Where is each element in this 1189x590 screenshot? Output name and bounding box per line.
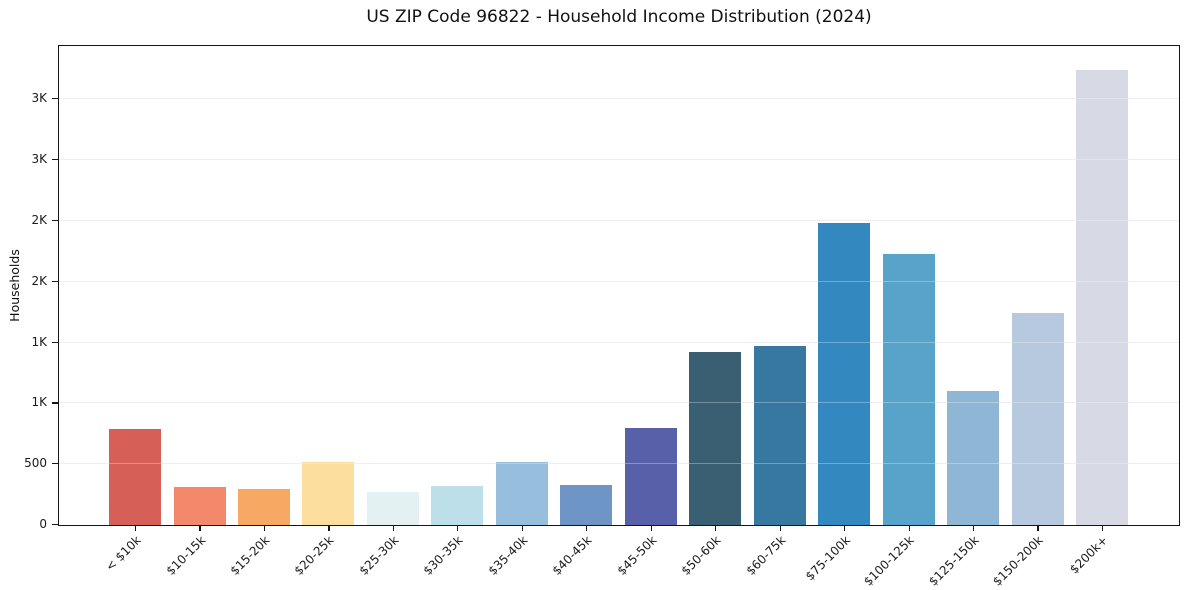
y-tick-label: 1K <box>31 395 47 410</box>
y-tick-mark <box>52 341 58 343</box>
y-tick-label: 2K <box>31 273 47 288</box>
x-tick-mark <box>392 526 394 531</box>
gridline <box>59 402 1179 404</box>
plot-area <box>58 45 1180 526</box>
x-tick-label: $20-25k <box>291 533 337 578</box>
gridline-overlay <box>59 280 1179 282</box>
y-tick-label: 2K <box>31 212 47 227</box>
gridline-overlay <box>59 402 1179 404</box>
x-tick-label: $45-50k <box>614 533 660 578</box>
gridline <box>59 463 1179 465</box>
bar <box>109 428 161 525</box>
gridline-overlay <box>59 341 1179 343</box>
x-tick-label: $60-75k <box>743 533 789 578</box>
x-tick-label: $150-200k <box>990 533 1046 589</box>
bar <box>624 427 677 525</box>
x-tick-label: $25-30k <box>356 533 402 578</box>
y-tick-label: 0 <box>39 517 47 531</box>
x-tick-mark <box>586 526 588 531</box>
y-tick-mark <box>52 219 58 222</box>
bar <box>1076 70 1128 525</box>
y-tick-label: 500 <box>24 456 47 471</box>
x-tick-mark <box>715 526 717 531</box>
x-tick-mark <box>457 526 459 531</box>
x-tick-label: $35-40k <box>485 533 531 578</box>
gridline-overlay <box>59 159 1179 161</box>
gridline <box>59 341 1179 343</box>
x-tick-label: $15-20k <box>227 533 273 578</box>
gridline-overlay <box>59 98 1179 100</box>
gridline <box>59 219 1179 221</box>
x-tick-label: $100-125k <box>861 533 918 589</box>
bar <box>560 484 613 525</box>
y-tick-mark <box>52 280 58 282</box>
x-tick-label: $10-15k <box>163 533 208 578</box>
x-tick-label: $30-35k <box>420 533 466 578</box>
x-tick-label: $75-100k <box>802 533 853 584</box>
bar <box>237 488 290 525</box>
x-tick-label: $125-150k <box>925 533 982 589</box>
y-tick-label: 1K <box>31 334 47 349</box>
bar <box>947 391 1000 525</box>
gridline-overlay <box>59 219 1179 221</box>
bar <box>1011 313 1064 525</box>
y-tick-mark <box>52 463 58 465</box>
y-tick-label: 3K <box>31 91 47 106</box>
gridline-overlay <box>59 463 1179 465</box>
x-tick-mark <box>650 526 652 531</box>
x-tick-mark <box>328 526 330 531</box>
bar <box>302 462 355 525</box>
bar <box>689 352 742 525</box>
x-tick-label: $40-45k <box>549 533 595 578</box>
gridline <box>59 159 1179 161</box>
x-tick-mark <box>134 526 137 531</box>
x-tick-mark <box>1101 526 1104 531</box>
y-tick-mark <box>52 523 58 526</box>
chart-title: US ZIP Code 96822 - Household Income Dis… <box>366 7 872 27</box>
bar <box>431 486 484 525</box>
y-tick-mark <box>52 98 58 100</box>
bar <box>818 223 871 525</box>
x-tick-mark <box>263 526 266 531</box>
x-tick-mark <box>1037 526 1039 531</box>
y-tick-mark <box>52 159 58 161</box>
x-tick-label: $200k+ <box>1066 533 1111 577</box>
x-tick-mark <box>844 526 846 531</box>
x-tick-mark <box>972 526 975 531</box>
bar <box>495 461 548 525</box>
bar <box>882 253 935 525</box>
bar <box>173 487 226 525</box>
y-tick-label: 3K <box>31 152 47 167</box>
x-tick-mark <box>908 526 910 531</box>
bar <box>366 491 419 525</box>
x-tick-mark <box>779 526 781 531</box>
x-tick-label: < $10k <box>102 533 144 574</box>
x-tick-label: $50-60k <box>678 533 724 578</box>
y-tick-mark <box>52 402 58 404</box>
gridline <box>59 280 1179 282</box>
x-tick-mark <box>521 526 523 531</box>
x-tick-mark <box>199 526 201 531</box>
bar <box>753 346 806 525</box>
gridline <box>59 98 1179 100</box>
